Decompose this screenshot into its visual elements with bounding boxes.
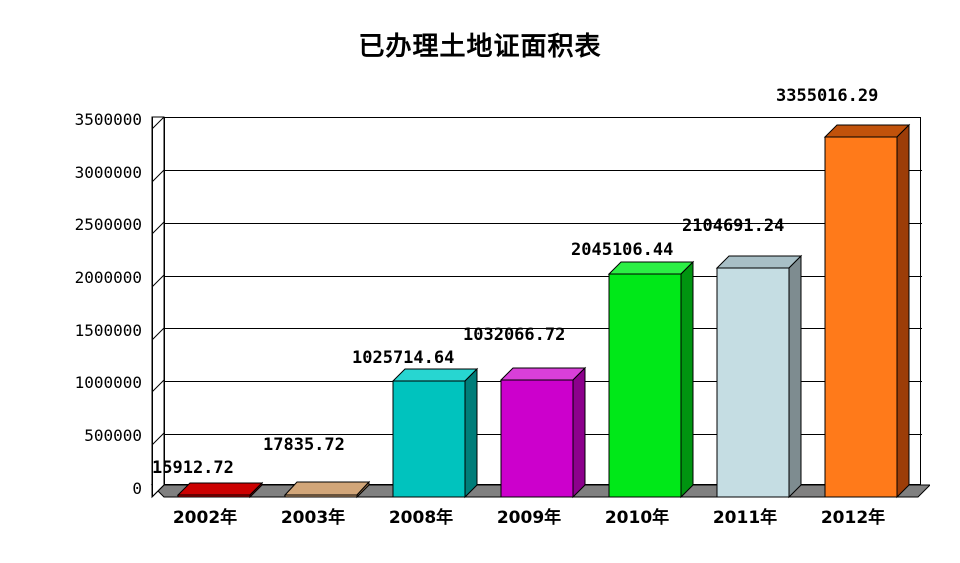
y-tick-label-1000000: 1000000	[74, 373, 142, 392]
value-label-2012: 3355016.29	[776, 86, 879, 106]
y-tick-marks	[151, 116, 165, 498]
x-tick-label-2003: 2003年	[280, 508, 346, 528]
y-tick-label-500000: 500000	[84, 426, 142, 445]
bar-2009[interactable]	[499, 366, 587, 499]
y-axis-line	[152, 117, 153, 497]
value-label-2011: 2104691.24	[682, 216, 785, 236]
bar-2011[interactable]	[715, 254, 803, 499]
gridline-2000000	[165, 276, 922, 277]
y-tick-label-2000000: 2000000	[74, 268, 142, 287]
x-tick-label-2002: 2002年	[172, 508, 238, 528]
x-tick-label-2011: 2011年	[712, 508, 778, 528]
y-tick-label-3500000: 3500000	[74, 110, 142, 129]
bar-2008[interactable]	[391, 367, 479, 499]
value-label-2003: 17835.72	[263, 435, 345, 455]
x-tick-label-2010: 2010年	[604, 508, 670, 528]
x-tick-label-2012: 2012年	[820, 508, 886, 528]
value-label-2002: 15912.72	[152, 458, 234, 478]
gridline-1500000	[165, 328, 922, 329]
gridline-2500000	[165, 223, 922, 224]
bar-2012[interactable]	[823, 123, 911, 499]
page-title: 已办理土地证面积表	[358, 32, 602, 62]
value-label-2008: 1025714.64	[352, 348, 455, 368]
bar-2010[interactable]	[607, 260, 695, 499]
value-label-2010: 2045106.44	[571, 240, 674, 260]
y-tick-label-3000000: 3000000	[74, 163, 142, 182]
bar-2003[interactable]	[283, 480, 371, 499]
y-tick-label-0: 0	[132, 479, 142, 498]
x-tick-label-2009: 2009年	[496, 508, 562, 528]
value-label-2009: 1032066.72	[463, 325, 566, 345]
bar-2002[interactable]	[176, 480, 264, 499]
x-tick-label-2008: 2008年	[388, 508, 454, 528]
gridline-3000000	[165, 170, 922, 171]
y-tick-label-2500000: 2500000	[74, 215, 142, 234]
y-tick-label-1500000: 1500000	[74, 321, 142, 340]
